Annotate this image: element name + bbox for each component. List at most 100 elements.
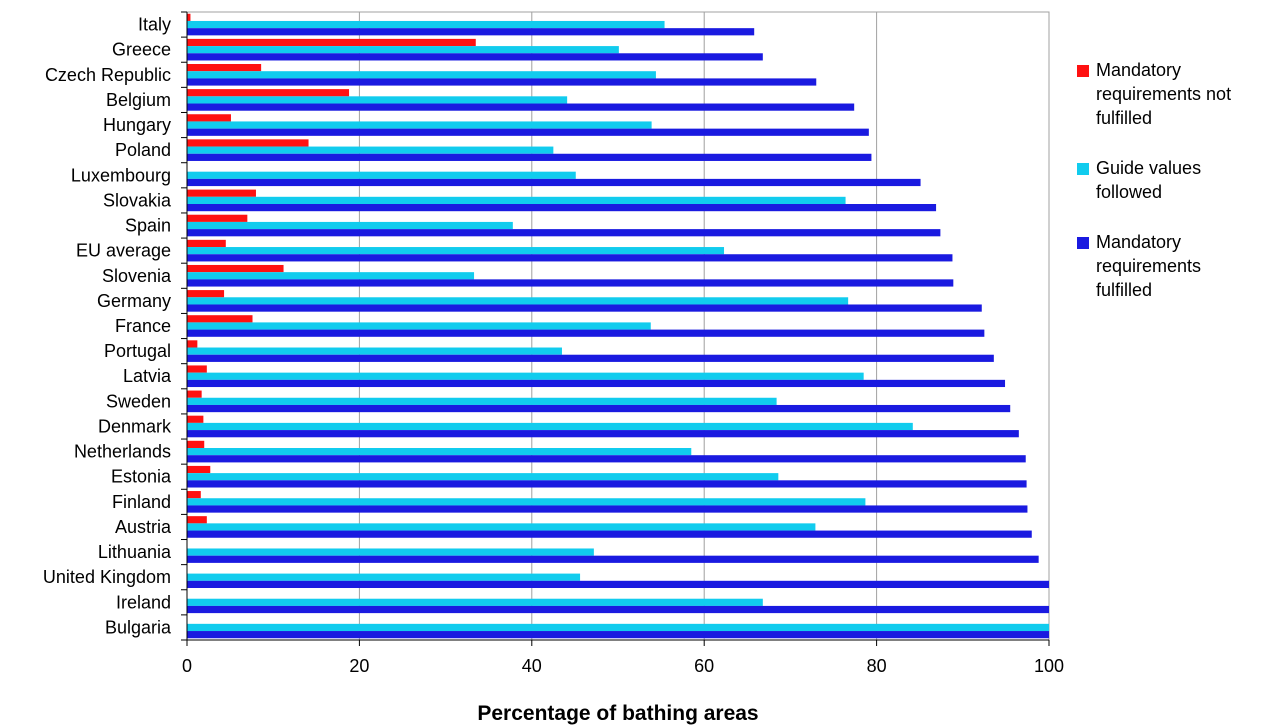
bar	[187, 631, 1049, 639]
legend-label: Guide values	[1096, 158, 1202, 178]
bar	[187, 329, 985, 337]
legend-label: fulfilled	[1096, 280, 1153, 300]
bar	[187, 430, 1019, 438]
bar	[187, 379, 1006, 388]
y-tick-label: Slovakia	[103, 190, 172, 210]
bar	[187, 297, 849, 305]
bar	[187, 139, 309, 147]
y-tick-label: Ireland	[116, 592, 171, 612]
y-tick-label: Austria	[115, 517, 172, 537]
y-tick-label: Greece	[112, 40, 171, 60]
legend-item-not-fulfilled: Mandatory requirements not fulfilled	[1072, 58, 1252, 130]
bar	[187, 372, 864, 380]
y-tick-label: Latvia	[123, 366, 172, 386]
x-tick-label: 0	[182, 656, 192, 676]
bar	[187, 153, 872, 161]
bar	[187, 189, 256, 197]
y-tick-label: Hungary	[103, 115, 171, 135]
y-tick-label: Netherlands	[74, 442, 171, 462]
y-tick-label: Belgium	[106, 90, 171, 110]
bar	[187, 548, 594, 556]
bar	[187, 365, 207, 373]
bar	[187, 28, 755, 36]
y-tick-label: Germany	[97, 291, 171, 311]
legend-swatch-cyan	[1077, 163, 1089, 175]
bar	[187, 480, 1027, 488]
y-tick-label: Czech Republic	[45, 65, 171, 85]
legend-label: fulfilled	[1096, 108, 1153, 128]
legend-swatch-red	[1077, 65, 1089, 77]
bar	[187, 505, 1028, 513]
bar	[187, 397, 777, 405]
bar	[187, 128, 869, 136]
bar	[187, 114, 231, 122]
y-tick-label: Spain	[125, 216, 171, 236]
y-tick-labels: Italy Greece Czech Republic Belgium Hungary P…	[43, 15, 172, 638]
bar	[187, 13, 191, 21]
x-tick-label: 60	[694, 656, 714, 676]
bar	[187, 573, 581, 581]
x-tick-labels: 0 20 40 60 80 100	[182, 656, 1064, 676]
bars	[187, 13, 1049, 639]
y-tick-label: Finland	[112, 492, 171, 512]
y-tick-label: Italy	[138, 15, 171, 35]
bar	[187, 196, 846, 204]
y-tick-label: United Kingdom	[43, 567, 171, 587]
axes	[181, 11, 1050, 646]
bar	[187, 623, 1049, 632]
x-tick-label: 40	[522, 656, 542, 676]
bar	[187, 121, 652, 129]
bar	[187, 103, 855, 111]
bar	[187, 178, 921, 187]
bar	[187, 272, 475, 280]
bar	[187, 415, 204, 423]
bar	[187, 204, 937, 212]
bar	[187, 473, 779, 481]
bar	[187, 221, 513, 230]
bar	[187, 448, 692, 456]
bar	[187, 555, 1039, 563]
legend-item-guide-values: Guide values followed	[1072, 156, 1252, 204]
bar	[187, 247, 725, 255]
bar	[187, 290, 225, 298]
bar	[187, 264, 284, 273]
y-tick-label: Portugal	[104, 341, 171, 361]
bar	[187, 523, 816, 531]
bar	[187, 465, 211, 474]
y-tick-label: Luxembourg	[71, 165, 171, 185]
bar	[187, 605, 1049, 614]
y-tick-label: Sweden	[106, 391, 171, 411]
bar	[187, 171, 576, 179]
bar	[187, 46, 619, 54]
legend-label: Mandatory	[1096, 60, 1182, 80]
bar	[187, 214, 248, 222]
bar	[187, 239, 226, 248]
bar	[187, 347, 562, 355]
bar	[187, 390, 202, 398]
bar	[187, 455, 1026, 463]
bar	[187, 38, 476, 47]
bar	[187, 315, 253, 323]
bar	[187, 53, 763, 61]
y-tick-label: Bulgaria	[105, 617, 172, 637]
bar	[187, 96, 568, 104]
bar	[187, 598, 763, 606]
y-tick-label: Poland	[115, 140, 171, 160]
legend-item-fulfilled: Mandatory requirements fulfilled	[1072, 230, 1252, 302]
x-tick-label: 20	[349, 656, 369, 676]
bar	[187, 78, 817, 86]
bar	[187, 440, 205, 448]
bar	[187, 89, 350, 97]
x-axis-title: Percentage of bathing areas	[477, 702, 759, 725]
legend-swatch-blue	[1077, 237, 1089, 249]
y-tick-label: EU average	[76, 241, 171, 261]
legend-label: Mandatory	[1096, 232, 1182, 252]
legend-label: requirements not	[1096, 84, 1232, 104]
bar	[187, 279, 954, 287]
y-tick-label: Slovenia	[102, 266, 172, 286]
bar	[187, 491, 201, 499]
bar	[187, 254, 953, 262]
legend-label: requirements	[1096, 256, 1202, 276]
